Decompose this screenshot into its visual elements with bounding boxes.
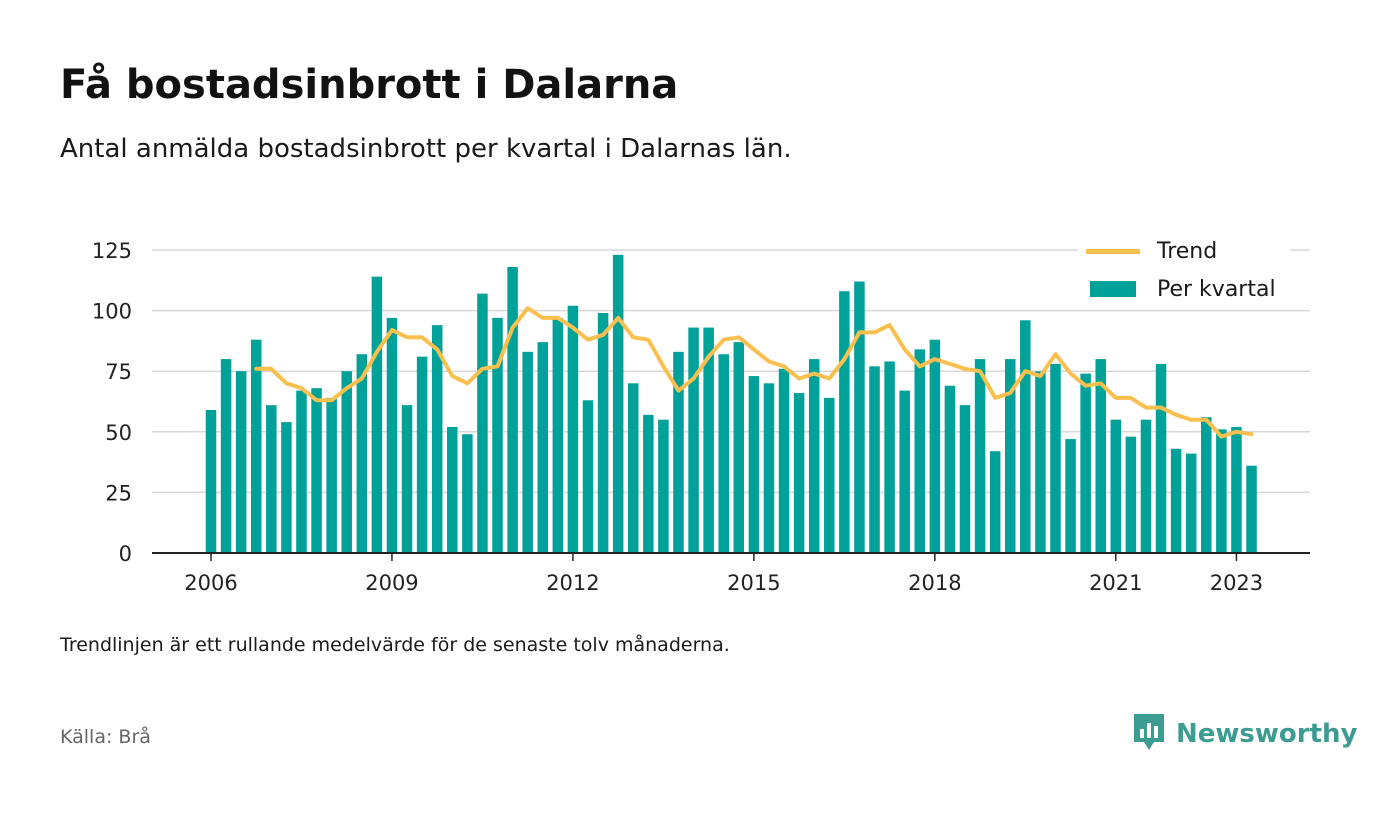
x-tick-label: 2018 [908, 571, 961, 595]
bar [537, 342, 549, 553]
brand-name: Newsworthy [1176, 719, 1358, 749]
x-tick-label: 2012 [546, 571, 599, 595]
bar [673, 351, 684, 553]
legend-item-trend: Trend [1078, 232, 1290, 270]
bar [1065, 439, 1076, 553]
bar [462, 434, 473, 553]
bar [929, 339, 941, 553]
x-tick-label: 2015 [727, 571, 780, 595]
bar [778, 368, 790, 553]
bar [205, 409, 217, 553]
bar [884, 361, 895, 553]
bar [854, 281, 865, 553]
bar [477, 293, 488, 553]
legend-swatch-per-kvartal [1090, 281, 1136, 297]
x-tick-label: 2009 [365, 571, 418, 595]
newsworthy-logo-icon [1132, 712, 1166, 756]
bar [281, 422, 292, 553]
x-tick-label: 2021 [1089, 571, 1142, 595]
y-tick-label: 0 [119, 542, 132, 566]
bar [447, 426, 458, 553]
x-tick-label: 2006 [184, 571, 237, 595]
bar [1246, 465, 1257, 553]
bar [612, 254, 624, 553]
bar [341, 371, 352, 553]
x-tick-label: 2023 [1210, 571, 1263, 595]
y-tick-label: 50 [105, 421, 132, 445]
bar [1125, 436, 1137, 553]
legend-label-trend: Trend [1157, 238, 1218, 264]
bar [431, 325, 443, 553]
bar [643, 414, 654, 553]
bar [627, 383, 639, 553]
y-tick-label: 75 [105, 360, 132, 384]
bar [582, 400, 594, 553]
bar [311, 388, 322, 553]
bar [326, 397, 337, 553]
bar [250, 339, 262, 553]
legend-item-per-kvartal: Per kvartal [1078, 270, 1290, 308]
bar [522, 351, 533, 553]
bar [1216, 429, 1227, 553]
bar [1095, 359, 1106, 553]
bar [296, 390, 307, 553]
bar [552, 317, 564, 553]
bar [235, 371, 247, 553]
bar [824, 397, 835, 553]
bar [1155, 363, 1167, 553]
chart-legend: Trend Per kvartal [1078, 232, 1290, 308]
bar [763, 383, 775, 553]
bar [869, 366, 880, 553]
bar [808, 359, 820, 553]
chart-source: Källa: Brå [60, 726, 151, 748]
bar [416, 356, 428, 553]
bar [266, 405, 277, 553]
bar [492, 317, 503, 553]
bar [507, 266, 518, 553]
bar [899, 390, 910, 553]
bar [1004, 359, 1016, 553]
y-tick-label: 125 [92, 239, 132, 263]
bar [1201, 417, 1212, 553]
bar [1110, 419, 1122, 553]
brand-logo: Newsworthy [1132, 712, 1357, 756]
chart-note: Trendlinjen är ett rullande medelvärde f… [60, 634, 730, 656]
y-tick-label: 25 [105, 481, 132, 505]
bar [401, 405, 413, 553]
bar [718, 354, 729, 553]
bar [989, 451, 1001, 553]
bar [733, 342, 745, 553]
bar [1170, 448, 1182, 553]
bar [974, 359, 986, 553]
y-tick-label: 100 [92, 300, 132, 324]
bar [220, 359, 232, 553]
bar [1020, 320, 1031, 553]
bar [1050, 363, 1061, 553]
bar [944, 385, 956, 553]
bar [914, 349, 926, 553]
chart-subtitle: Antal anmälda bostadsinbrott per kvartal… [60, 134, 792, 164]
bar [703, 327, 714, 553]
bar [1231, 426, 1242, 553]
bar [658, 419, 669, 553]
bar [597, 313, 609, 553]
bar [371, 276, 383, 553]
bar [567, 305, 579, 553]
bar [793, 393, 805, 553]
bar [959, 405, 971, 553]
legend-swatch-trend [1086, 248, 1140, 254]
bar [1035, 371, 1046, 553]
legend-label-per-kvartal: Per kvartal [1157, 276, 1276, 302]
bar [1080, 373, 1091, 553]
bar [1140, 419, 1152, 553]
bar [688, 327, 699, 553]
bar [748, 376, 760, 553]
bar [839, 291, 850, 553]
trend-line [254, 306, 1254, 439]
bar [386, 317, 398, 553]
bar [1185, 453, 1197, 553]
bar [356, 354, 368, 553]
chart-title: Få bostadsinbrott i Dalarna [60, 62, 679, 108]
